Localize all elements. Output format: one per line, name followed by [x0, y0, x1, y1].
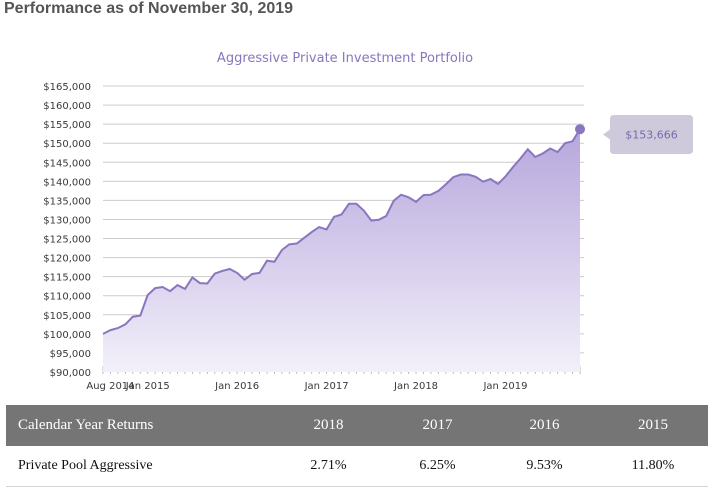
y-axis-ticks: $90,000 $95,000 $100,000 $105,000 $110,000 $1… — [43, 82, 91, 379]
portfolio-area-chart: Aggressive Private Investment Portfolio … — [43, 51, 693, 392]
y-tick-label: $115,000 — [43, 273, 91, 284]
table-header-cell: 2018 — [273, 405, 384, 446]
x-tick-label: Jan 2019 — [482, 381, 527, 392]
y-tick-label: $155,000 — [43, 120, 91, 131]
y-tick-label: $135,000 — [43, 196, 91, 207]
series-end-point — [575, 124, 585, 135]
y-tick-label: $140,000 — [43, 177, 91, 188]
x-tick-label: Jan 2015 — [125, 381, 170, 392]
y-tick-label: $160,000 — [43, 101, 91, 112]
end-value-callout-box — [603, 115, 693, 154]
y-tick-label: $100,000 — [43, 330, 91, 341]
x-tick-label: Jan 2016 — [214, 381, 259, 392]
table-cell: 6.25% — [384, 446, 491, 487]
chart-title: Aggressive Private Investment Portfolio — [217, 51, 473, 66]
page-title: Performance as of November 30, 2019 — [4, 0, 294, 17]
y-tick-label: $90,000 — [50, 368, 91, 379]
table-header-cell: 2015 — [598, 405, 708, 446]
table-header-cell: 2017 — [384, 405, 491, 446]
table-cell: 11.80% — [598, 446, 708, 487]
y-tick-label: $125,000 — [43, 235, 91, 246]
table-cell: Private Pool Aggressive — [6, 446, 273, 487]
table-header-cell: 2016 — [491, 405, 598, 446]
y-tick-label: $110,000 — [43, 292, 91, 303]
calendar-year-returns-table: Calendar Year Returns 2018 2017 2016 201… — [6, 405, 708, 487]
series-line — [102, 128, 581, 335]
series-area — [103, 129, 580, 372]
y-tick-label: $130,000 — [43, 215, 91, 226]
y-tick-label: $145,000 — [43, 158, 91, 169]
end-value-label: $153,666 — [625, 129, 678, 142]
table-header-cell: Calendar Year Returns — [6, 405, 273, 446]
y-tick-label: $95,000 — [50, 349, 91, 360]
y-tick-label: $150,000 — [43, 139, 91, 150]
y-tick-label: $165,000 — [43, 82, 91, 93]
x-tick-label: Jan 2017 — [304, 381, 349, 392]
x-tick-label: Jan 2018 — [393, 381, 438, 392]
table-cell: 9.53% — [491, 446, 598, 487]
y-tick-label: $120,000 — [43, 254, 91, 265]
table-header-row: Calendar Year Returns 2018 2017 2016 201… — [6, 405, 708, 446]
table-cell: 2.71% — [273, 446, 384, 487]
end-value-callout: $153,666 — [603, 115, 693, 154]
y-tick-label: $105,000 — [43, 311, 91, 322]
table-row: Private Pool Aggressive 2.71% 6.25% 9.53… — [6, 446, 708, 487]
x-tick-label: Aug 2014 — [86, 381, 134, 392]
